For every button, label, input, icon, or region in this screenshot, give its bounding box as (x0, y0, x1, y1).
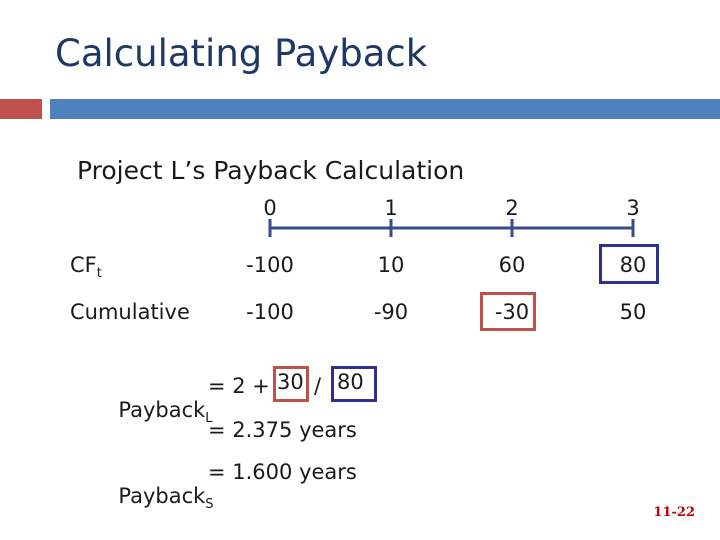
payback-l-equals-prefix: = 2 + (208, 374, 270, 398)
payback-l-subscript: L (205, 411, 213, 427)
cf-row-label: CFt (70, 253, 102, 281)
period-3: 3 (626, 196, 640, 220)
cumulative-value-3: 50 (619, 300, 647, 324)
payback-l-result: = 2.375 years (208, 418, 357, 442)
cf-value-3: 80 (619, 253, 647, 277)
accent-bar-blue (50, 99, 720, 119)
period-2: 2 (505, 196, 519, 220)
payback-l-divider: / (314, 374, 322, 398)
cf-value-1: 10 (377, 253, 405, 277)
page-number: 11-22 (653, 505, 695, 520)
payback-s-label-text: Payback (118, 484, 206, 508)
highlight-box-cumulative-2 (480, 292, 536, 331)
payback-s-subscript: S (205, 497, 214, 513)
accent-bar-red (0, 99, 42, 119)
payback-l-label: PaybackL (105, 374, 213, 427)
payback-l-denominator: 80 (337, 370, 364, 394)
highlight-box-numerator (273, 366, 309, 402)
slide-title: Calculating Payback (55, 32, 428, 75)
cumulative-value-1: -90 (373, 300, 409, 324)
cumulative-value-2: -30 (494, 300, 530, 324)
cf-label-text: CF (70, 253, 97, 277)
highlight-box-cf-3 (599, 244, 659, 284)
period-1: 1 (384, 196, 398, 220)
section-subtitle: Project L’s Payback Calculation (77, 156, 465, 185)
cumulative-row-label: Cumulative (70, 300, 190, 324)
payback-l-label-text: Payback (118, 398, 206, 422)
period-0: 0 (263, 196, 277, 220)
cf-label-subscript: t (96, 266, 102, 282)
payback-s-label: PaybackS (105, 460, 214, 513)
cf-value-0: -100 (246, 253, 294, 277)
payback-s-result: = 1.600 years (208, 460, 357, 484)
highlight-box-denominator (331, 366, 377, 402)
payback-l-numerator: 30 (277, 370, 304, 394)
cf-value-2: 60 (498, 253, 526, 277)
cumulative-value-0: -100 (246, 300, 294, 324)
